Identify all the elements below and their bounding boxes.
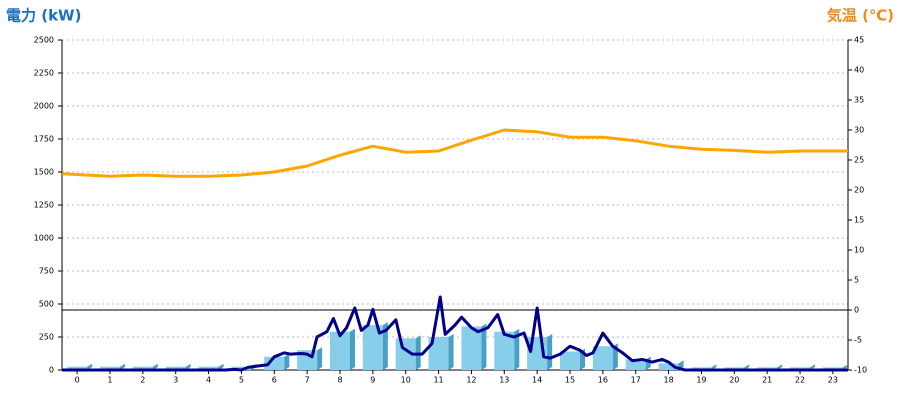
- x-tick-label: 4: [206, 376, 211, 385]
- y-tick-label: 500: [39, 300, 54, 309]
- y2-tick-label: 40: [854, 66, 864, 75]
- bar: [264, 356, 285, 370]
- bar-side: [152, 363, 158, 370]
- x-tick-label: 20: [729, 376, 739, 385]
- y2-tick-label: 30: [854, 126, 864, 135]
- y2-axis-title: 気温 (℃): [827, 7, 894, 25]
- bar: [165, 366, 186, 370]
- x-tick-label: 19: [696, 376, 706, 385]
- x-tick-label: 3: [173, 376, 178, 385]
- x-tick-label: 22: [795, 376, 805, 385]
- bar: [560, 351, 581, 370]
- bar: [592, 346, 613, 370]
- x-tick-label: 2: [140, 376, 145, 385]
- bar-side: [218, 363, 224, 370]
- bar: [132, 366, 153, 370]
- x-tick-label: 1: [107, 376, 112, 385]
- y-tick-label: 250: [39, 333, 54, 342]
- x-tick-label: 23: [828, 376, 838, 385]
- y-tick-label: 1750: [34, 135, 54, 144]
- y2-tick-label: 35: [854, 96, 864, 105]
- bar-side: [119, 363, 125, 370]
- y-tick-label: 1250: [34, 201, 54, 210]
- bar-side: [284, 353, 290, 370]
- y-tick-label: 2250: [34, 69, 54, 78]
- y2-tick-label: -10: [854, 366, 867, 375]
- y-tick-label: 2500: [34, 36, 54, 45]
- y-tick-label: 2000: [34, 102, 54, 111]
- x-tick-label: 8: [337, 376, 342, 385]
- bar: [198, 366, 219, 370]
- bar: [231, 366, 252, 370]
- x-tick-label: 6: [272, 376, 277, 385]
- x-tick-label: 5: [239, 376, 244, 385]
- bar: [428, 337, 449, 370]
- x-tick-label: 16: [598, 376, 608, 385]
- y2-tick-label: 45: [854, 36, 864, 45]
- bar-side: [514, 328, 520, 370]
- bar: [625, 359, 646, 370]
- bar-side: [645, 356, 651, 370]
- x-tick-label: 13: [499, 376, 509, 385]
- y-axis-title: 電力 (kW): [6, 7, 81, 25]
- y2-tick-label: 0: [854, 306, 859, 315]
- line: [62, 295, 848, 372]
- x-tick-label: 21: [762, 376, 772, 385]
- x-tick-label: 15: [565, 376, 575, 385]
- y-tick-label: 1000: [34, 234, 54, 243]
- y2-tick-label: -5: [854, 336, 862, 345]
- x-tick-label: 0: [75, 376, 80, 385]
- x-tick-label: 7: [305, 376, 310, 385]
- x-tick-label: 9: [370, 376, 375, 385]
- bar: [329, 331, 350, 370]
- y-tick-label: 0: [49, 366, 54, 375]
- y-tick-label: 1500: [34, 168, 54, 177]
- x-tick-label: 17: [631, 376, 641, 385]
- bar-side: [87, 363, 93, 370]
- y2-tick-label: 10: [854, 246, 864, 255]
- bar: [362, 325, 383, 370]
- bar: [99, 366, 120, 370]
- x-tick-label: 14: [532, 376, 542, 385]
- bar: [494, 331, 515, 370]
- x-tick-label: 10: [401, 376, 411, 385]
- line: [61, 128, 848, 178]
- x-tick-label: 11: [433, 376, 443, 385]
- y2-tick-label: 20: [854, 186, 864, 195]
- bar-side: [185, 363, 191, 370]
- bar-side: [481, 323, 487, 370]
- x-tick-label: 12: [466, 376, 476, 385]
- bar-side: [349, 328, 355, 370]
- bar: [461, 326, 482, 370]
- bar: [658, 363, 679, 370]
- bar-side: [448, 334, 454, 370]
- y2-tick-label: 25: [854, 156, 864, 165]
- bar: [67, 366, 88, 370]
- x-tick-label: 18: [663, 376, 673, 385]
- bar-side: [547, 334, 553, 370]
- y2-tick-label: 15: [854, 216, 864, 225]
- bar-side: [317, 347, 323, 370]
- y-tick-label: 750: [39, 267, 54, 276]
- bar-side: [382, 322, 388, 370]
- y2-tick-label: 5: [854, 276, 859, 285]
